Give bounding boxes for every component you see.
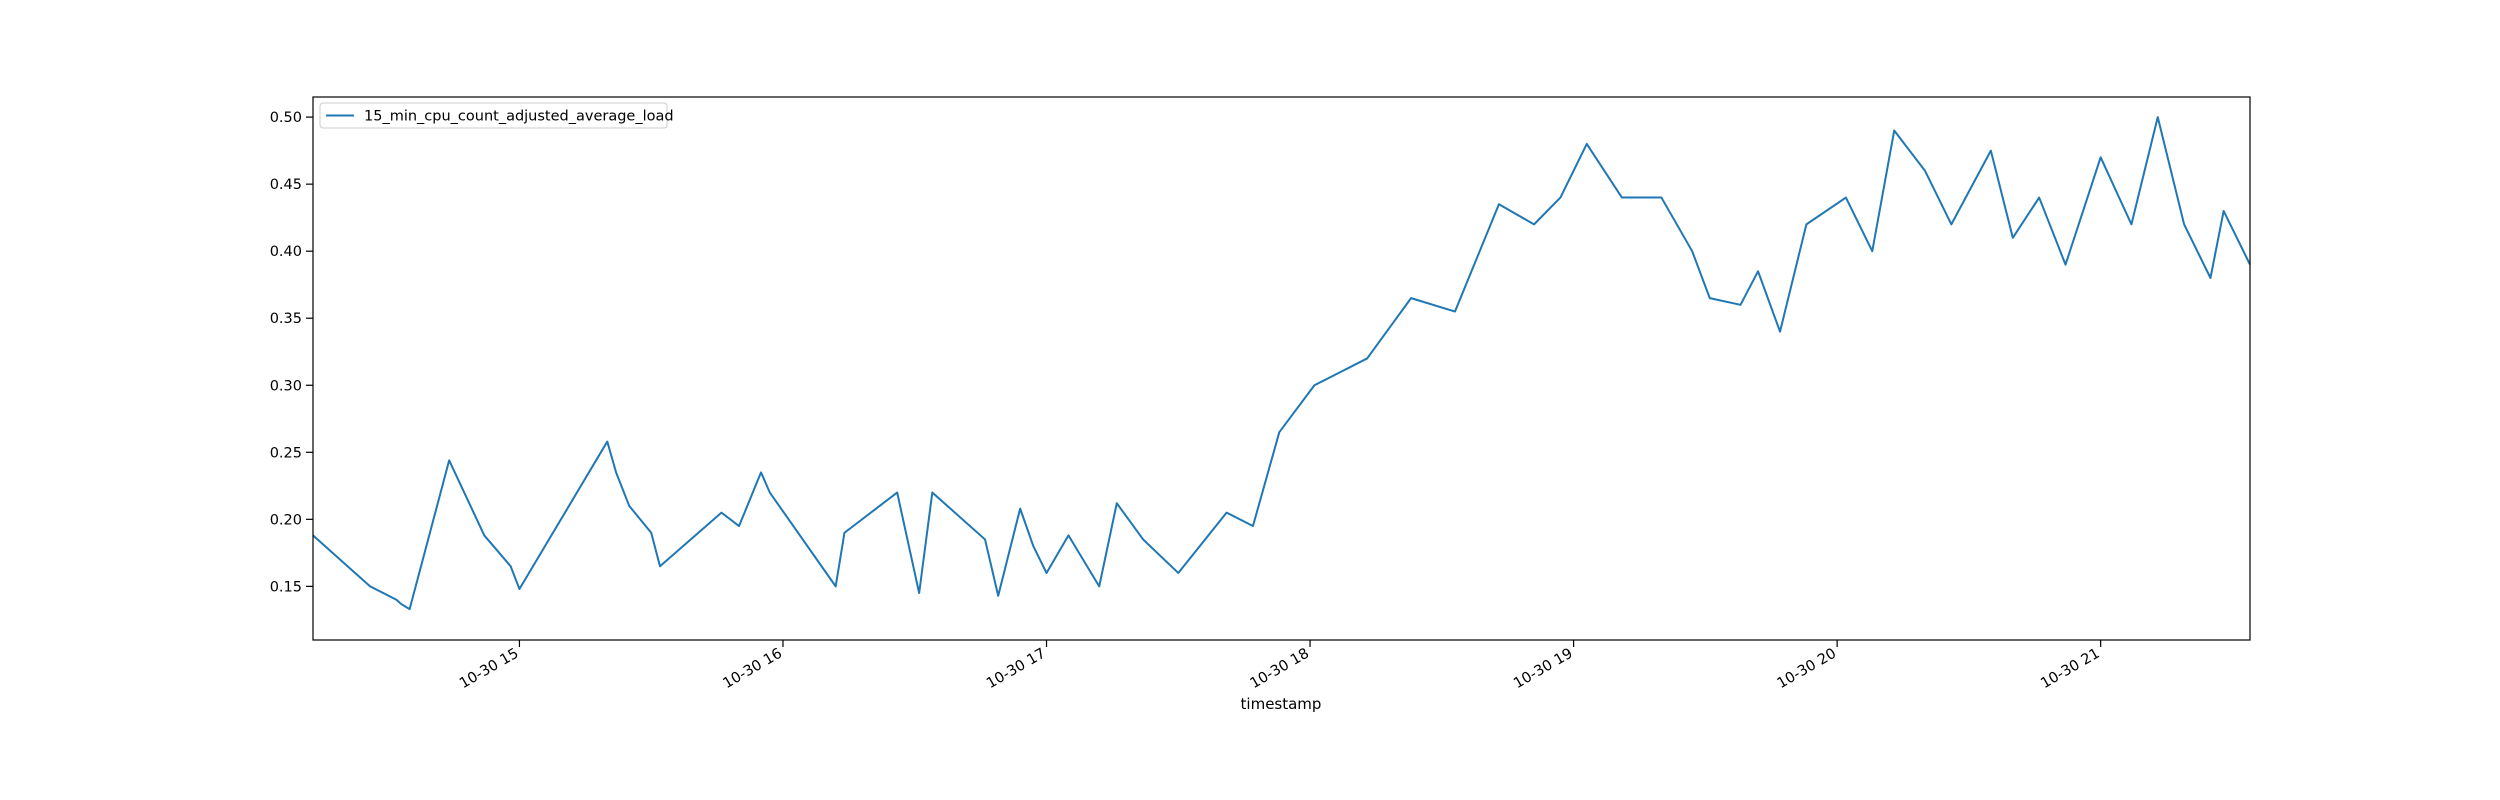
y-tick-label: 0.20 <box>270 512 302 528</box>
y-tick-label: 0.15 <box>270 579 302 595</box>
y-tick-label: 0.45 <box>270 177 302 193</box>
y-tick-label: 0.30 <box>270 378 302 394</box>
y-tick-label: 0.25 <box>270 445 302 461</box>
legend-label: 15_min_cpu_count_adjusted_average_load <box>364 109 674 125</box>
x-axis-label: timestamp <box>1241 695 1322 713</box>
y-tick-label: 0.50 <box>270 110 302 126</box>
series-line-cpu-load <box>312 116 2251 611</box>
legend-box <box>319 102 668 129</box>
plot-area <box>312 116 2251 611</box>
legend: 15_min_cpu_count_adjusted_average_load <box>319 102 674 129</box>
y-tick-label: 0.35 <box>270 311 302 327</box>
y-tick-label: 0.40 <box>270 244 302 260</box>
axes-frame <box>312 96 2251 641</box>
y-axis: 0.15 0.20 0.25 0.30 0.35 0.40 0.45 0.50 <box>270 110 313 595</box>
